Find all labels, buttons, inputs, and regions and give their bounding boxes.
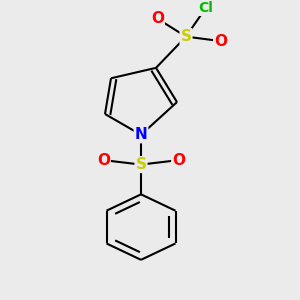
Text: O: O bbox=[97, 153, 110, 168]
Text: S: S bbox=[181, 29, 191, 44]
Text: O: O bbox=[151, 11, 164, 26]
Text: O: O bbox=[172, 153, 185, 168]
Text: N: N bbox=[135, 127, 147, 142]
Text: S: S bbox=[136, 157, 146, 172]
Text: O: O bbox=[214, 34, 227, 49]
Text: Cl: Cl bbox=[198, 1, 213, 15]
